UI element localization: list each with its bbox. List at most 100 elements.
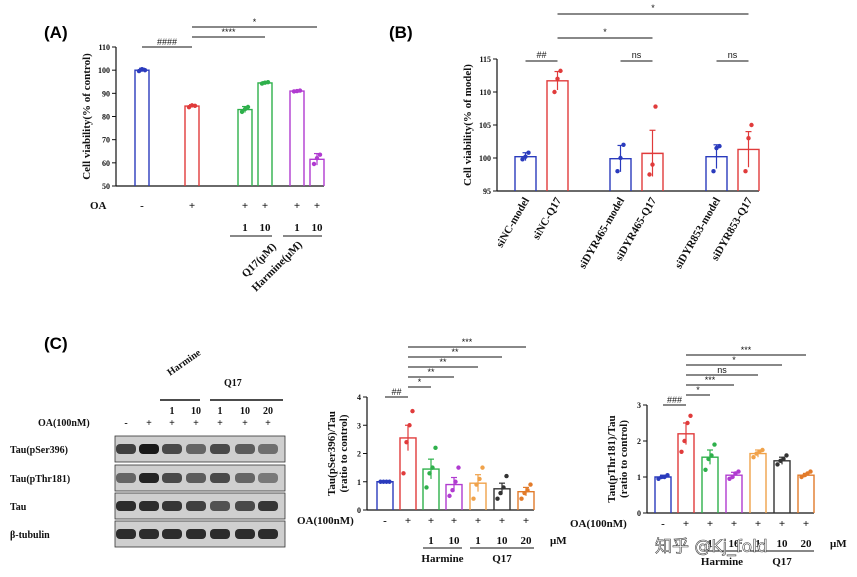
bar: [749, 452, 767, 513]
blot-row-label: Tau(pThr181): [10, 474, 70, 485]
blot-oa-value: +: [169, 418, 175, 429]
bar: [134, 69, 150, 186]
y-tick-label: 100: [98, 66, 110, 75]
blot-band: [258, 529, 278, 539]
y-tick-label: 60: [102, 159, 110, 168]
blot-band: [139, 529, 159, 539]
data-point: [749, 122, 754, 128]
sig-label: ***: [741, 345, 752, 355]
data-point: [498, 490, 503, 496]
y-tick-label: 1: [637, 473, 641, 482]
bar: [654, 476, 672, 513]
conc-value: 1: [242, 222, 248, 234]
data-point: [703, 467, 708, 472]
sig-label: **: [427, 367, 435, 377]
data-point: [621, 142, 626, 147]
y-tick-label: 1: [357, 478, 361, 487]
data-point: [706, 456, 711, 462]
blot-oa-value: -: [124, 418, 127, 429]
sig-label: ns: [717, 365, 727, 375]
blot-band: [258, 444, 278, 454]
sig-label: ##: [536, 50, 546, 60]
blot-band: [116, 529, 136, 539]
data-point: [653, 104, 658, 109]
data-point: [404, 440, 409, 445]
blot-band: [210, 529, 230, 539]
conc-value: 20: [521, 535, 533, 547]
oa-value: -: [140, 200, 144, 212]
data-point: [520, 157, 525, 162]
data-point: [712, 442, 717, 447]
oa-label: OA(100nM): [297, 515, 354, 527]
data-point: [477, 476, 482, 482]
sig-label: ***: [462, 337, 473, 347]
y-tick-label: 115: [479, 55, 491, 64]
data-point: [647, 172, 652, 177]
conc-value: 1: [755, 538, 761, 550]
blot-conc: 20: [263, 406, 273, 417]
bar: [376, 481, 394, 510]
unit-label: μM: [830, 538, 847, 550]
blot-band: [116, 473, 136, 483]
data-point: [519, 496, 524, 501]
data-point: [682, 438, 687, 444]
oa-value: +: [731, 518, 737, 530]
blot-band: [235, 473, 255, 483]
data-point: [433, 445, 438, 451]
oa-label: OA: [90, 200, 107, 212]
y-axis-label: Cell viability(% of model): [462, 64, 474, 186]
data-point: [450, 488, 455, 493]
sig-label: **: [451, 347, 459, 357]
blot-band: [139, 473, 159, 483]
blot-band: [162, 529, 182, 539]
blot-row-label: Tau: [10, 502, 27, 513]
data-point: [474, 482, 479, 487]
conc-value: 20: [801, 538, 813, 550]
y-tick-label: 110: [98, 43, 110, 52]
data-point: [709, 453, 714, 458]
sig-label: *: [732, 355, 736, 365]
y-tick-label: 95: [483, 187, 491, 196]
oa-value: +: [803, 518, 809, 530]
data-point: [456, 465, 461, 470]
y-tick-label: 70: [102, 136, 110, 145]
blot-band: [210, 501, 230, 511]
blot-band: [210, 473, 230, 483]
conc-value: 10: [449, 535, 461, 547]
data-point: [618, 155, 623, 161]
blot-band: [210, 444, 230, 454]
sig-label: ns: [728, 50, 738, 60]
blot-conc: 10: [191, 406, 201, 417]
blot-band: [258, 501, 278, 511]
data-point: [192, 103, 198, 109]
data-point: [424, 485, 429, 490]
sig-label: *: [418, 377, 422, 387]
bar: [289, 90, 305, 186]
sig-label: **: [439, 357, 447, 367]
blot-band: [186, 444, 206, 454]
blot-oa-value: +: [242, 418, 248, 429]
chart-c-pthr181: 0 1 2 3 Tau(pThr181)/Tau (ratio to control) ##…: [570, 345, 847, 568]
sig-label: ns: [632, 50, 642, 60]
data-point: [665, 473, 670, 478]
sig-label: ****: [221, 27, 236, 37]
data-point: [311, 161, 317, 167]
data-point: [555, 76, 560, 82]
oa-value: +: [451, 515, 457, 527]
oa-value: +: [262, 200, 268, 212]
data-point: [430, 465, 435, 470]
y-tick-label: 105: [479, 121, 491, 130]
oa-value: +: [707, 518, 713, 530]
blot-band: [258, 473, 278, 483]
blot-group-label: Harmine: [165, 347, 203, 378]
chart-b: 95 100 105 110 115 Cell viability(% of model)…: [462, 3, 760, 271]
conc-value: 10: [777, 538, 789, 550]
sig-label: *: [603, 27, 607, 37]
data-point: [711, 169, 716, 174]
data-point: [781, 456, 786, 462]
sig-label: ##: [391, 387, 401, 397]
data-point: [495, 496, 500, 501]
data-point: [427, 471, 432, 476]
oa-value: +: [779, 518, 785, 530]
